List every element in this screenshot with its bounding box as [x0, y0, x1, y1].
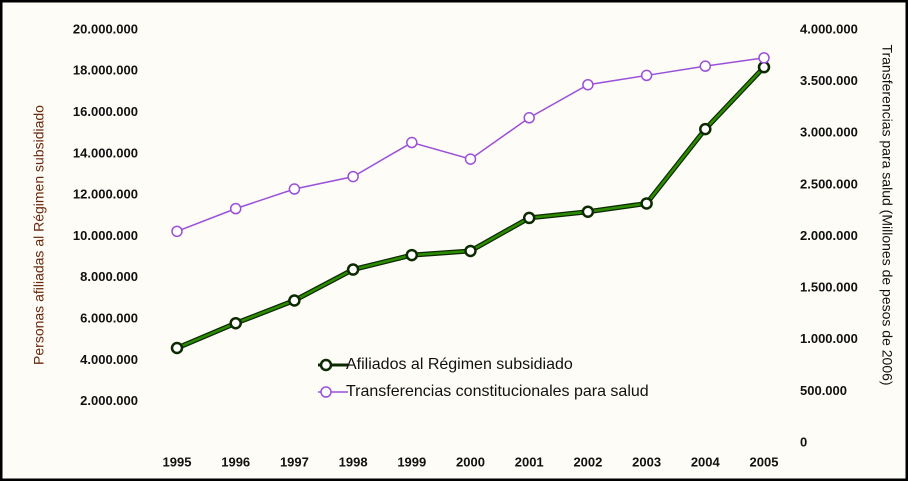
marker — [288, 294, 301, 307]
x-tick-label: 1996 — [221, 454, 250, 469]
y2-tick-label: 2.500.000 — [800, 176, 858, 191]
y-tick-label: 20.000.000 — [73, 21, 138, 36]
marker — [699, 60, 712, 72]
x-tick-label: 2002 — [573, 454, 602, 469]
marker — [523, 112, 535, 124]
x-tick-label: 1997 — [280, 454, 309, 469]
marker — [758, 52, 770, 64]
legend-marker — [320, 386, 332, 398]
y-tick-label: 6.000.000 — [80, 311, 138, 326]
y2-tick-label: 500.000 — [800, 383, 847, 398]
marker — [170, 341, 184, 355]
x-tick-label: 2004 — [691, 454, 721, 469]
marker — [406, 136, 418, 149]
legend-label: Transferencias constitucionales para sal… — [346, 383, 649, 400]
marker — [699, 122, 712, 136]
x-tick-label: 2001 — [515, 454, 544, 469]
y-tick-label: 4.000.000 — [80, 352, 138, 367]
marker — [581, 205, 595, 218]
y-tick-label: 18.000.000 — [73, 63, 138, 78]
x-tick-label: 2005 — [750, 454, 779, 469]
marker — [464, 244, 477, 258]
marker — [288, 183, 301, 195]
y-tick-label: 14.000.000 — [73, 145, 138, 160]
marker — [640, 69, 653, 82]
y2-tick-label: 2.000.000 — [800, 228, 858, 243]
marker — [757, 60, 771, 74]
marker — [347, 170, 359, 183]
marker — [346, 263, 360, 276]
marker — [464, 153, 477, 165]
marker — [405, 248, 419, 262]
legend-label: Afiliados al Régimen subsidiado — [346, 356, 573, 373]
y-tick-label: 12.000.000 — [73, 187, 138, 202]
marker — [229, 202, 242, 215]
y-tick-label: 2.000.000 — [80, 393, 138, 408]
y2-tick-label: 1.000.000 — [800, 331, 858, 346]
y2-tick-label: 3.500.000 — [800, 73, 858, 88]
y-axis-label: Personas afiliadas al Régimen subsidiado — [31, 105, 47, 365]
y-tick-label: 16.000.000 — [73, 104, 138, 119]
marker — [522, 211, 536, 225]
y2-axis-label: Transferencias para salud (Millones de p… — [879, 44, 895, 385]
y2-tick-label: 1.500.000 — [800, 280, 858, 295]
marker — [582, 78, 594, 91]
y-tick-label: 10.000.000 — [73, 228, 138, 243]
y2-tick-label: 0 — [800, 434, 807, 449]
marker — [171, 225, 183, 238]
x-tick-label: 1999 — [397, 454, 426, 469]
legend-marker — [319, 358, 333, 372]
marker — [640, 197, 653, 210]
x-tick-label: 1998 — [339, 454, 368, 469]
y2-tick-label: 4.000.000 — [800, 21, 858, 36]
x-tick-label: 2003 — [632, 454, 661, 469]
marker — [229, 316, 242, 330]
x-tick-label: 2000 — [456, 454, 485, 469]
y2-tick-label: 3.000.000 — [800, 125, 858, 140]
y-tick-label: 8.000.000 — [80, 269, 138, 284]
x-tick-label: 1995 — [163, 454, 192, 469]
